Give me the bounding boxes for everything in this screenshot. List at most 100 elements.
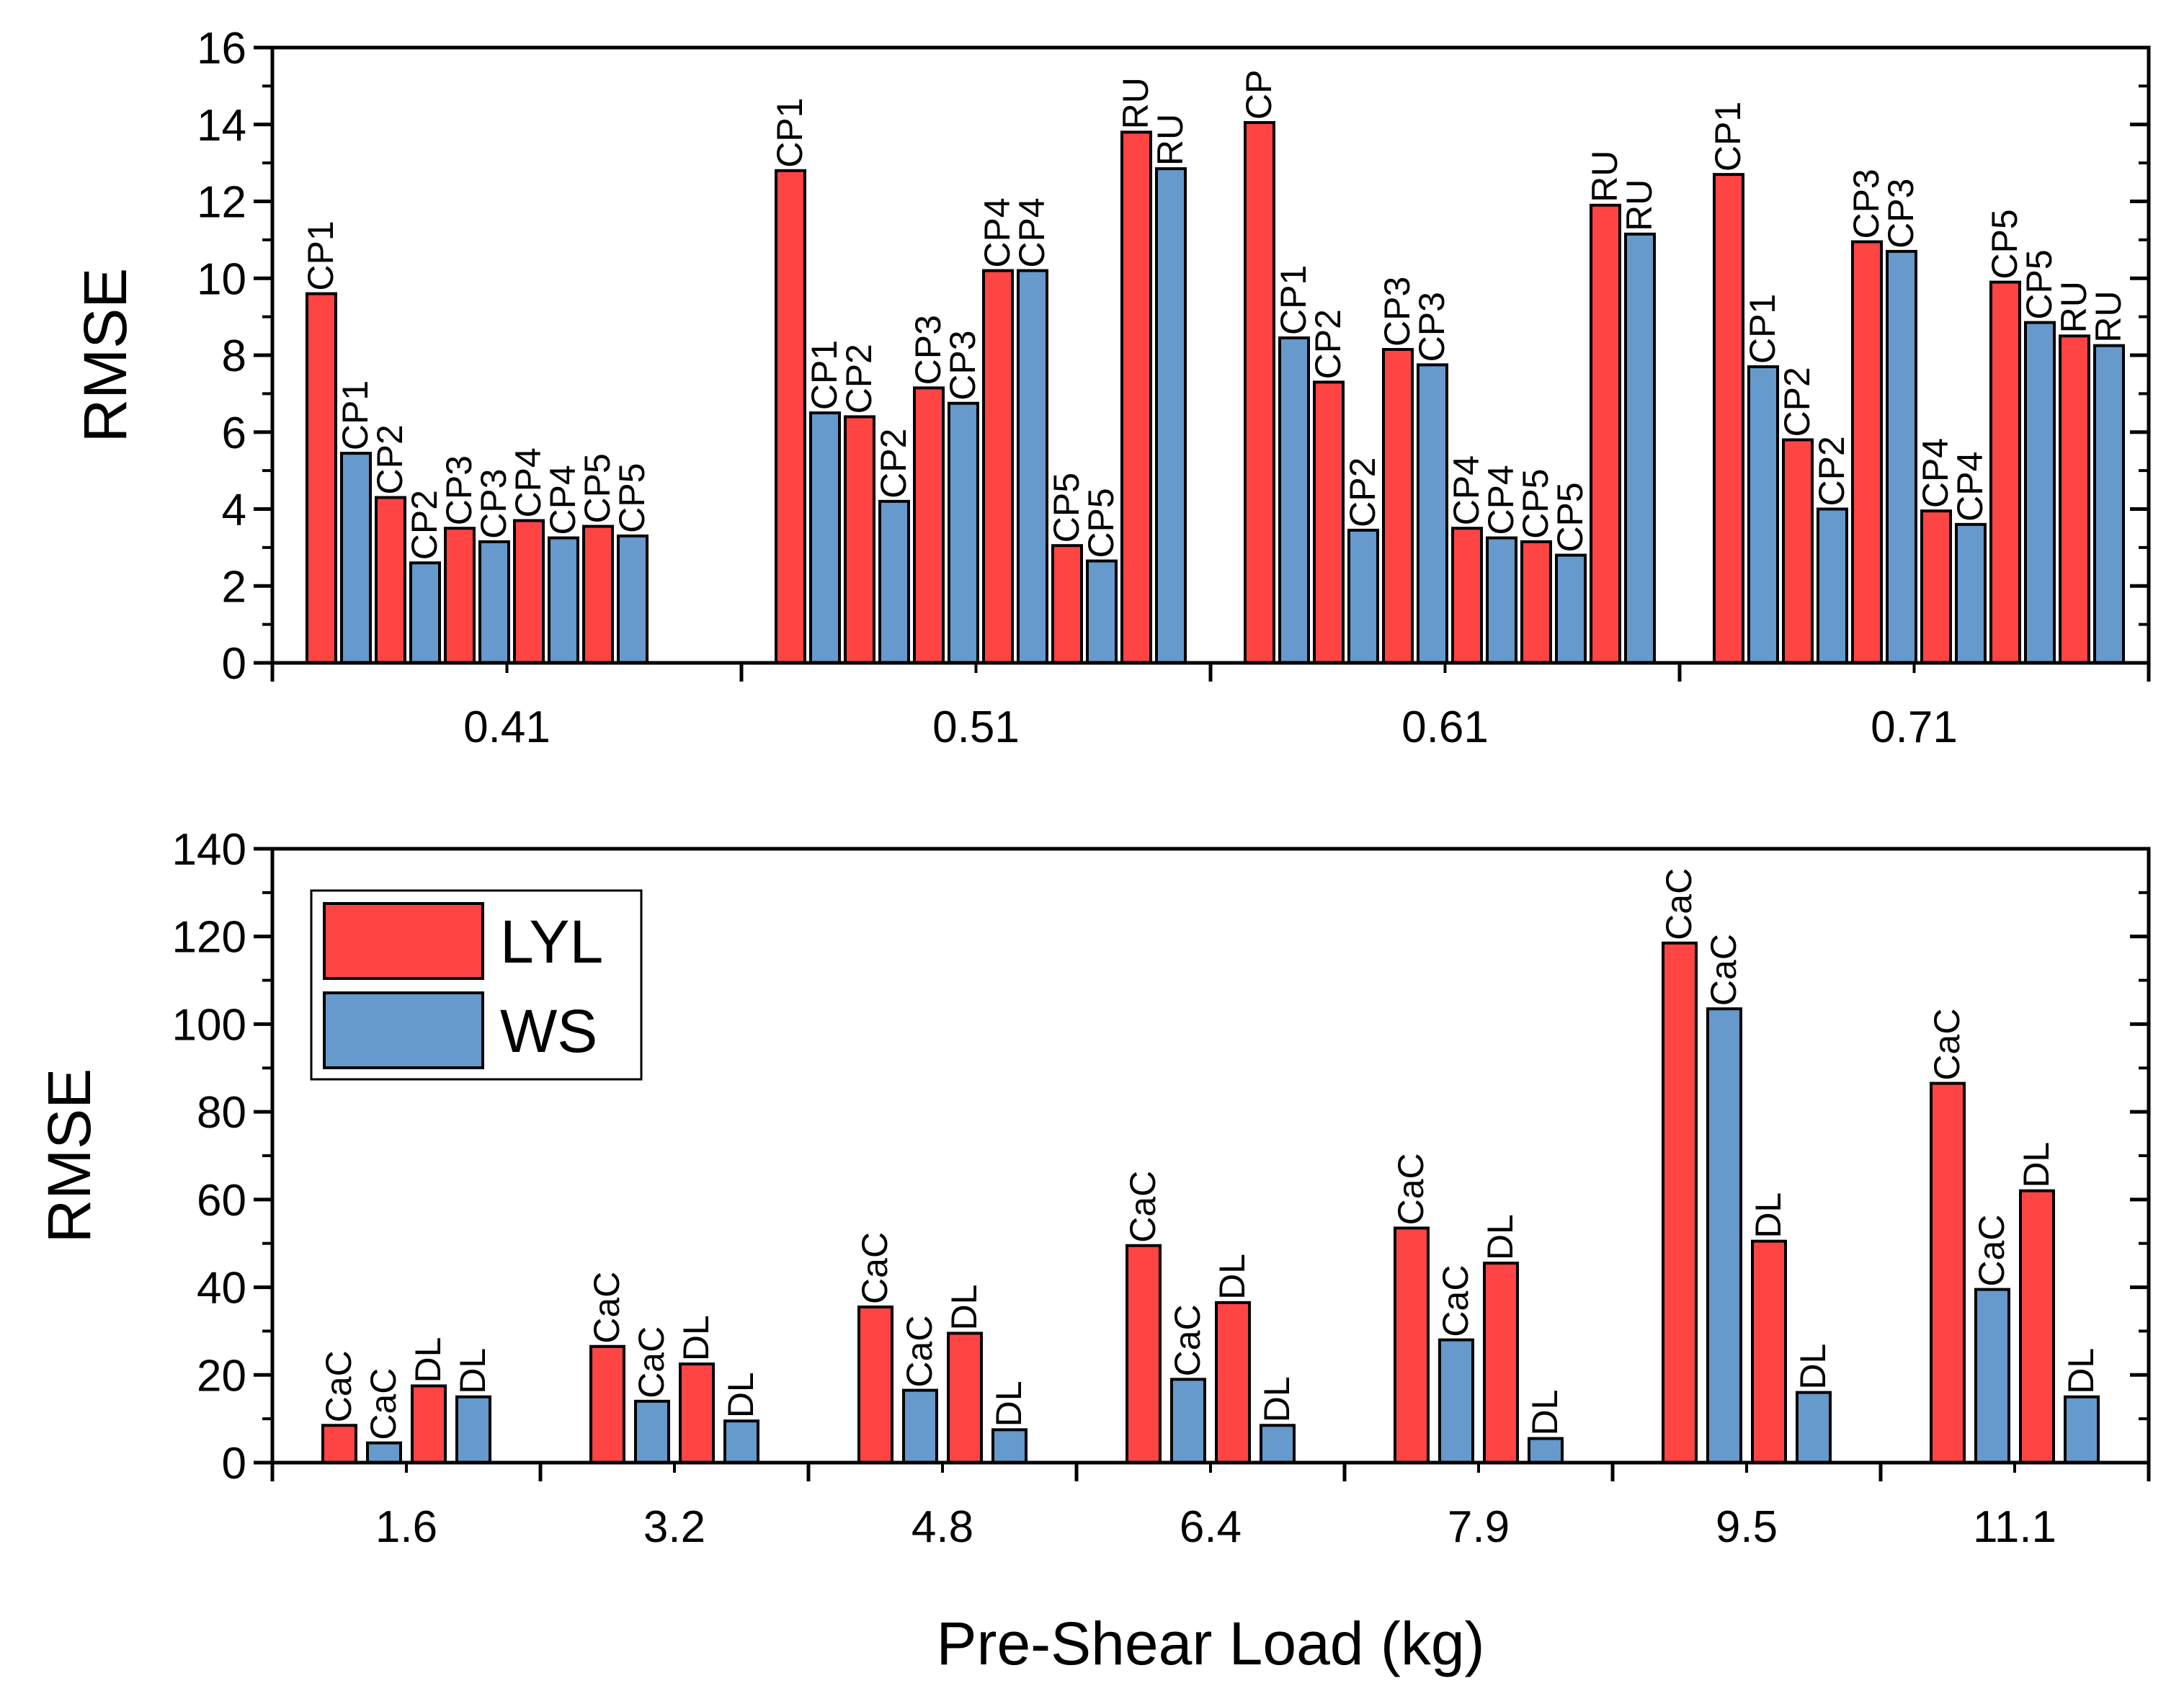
bar-lyl	[2059, 334, 2090, 664]
bar-data-label: CP	[1239, 70, 1279, 120]
bar-lyl	[1989, 280, 2021, 664]
bar-data-label: CP3	[1846, 169, 1886, 238]
bar-ws	[617, 534, 648, 664]
bar-lyl	[1590, 203, 1621, 664]
bar-lyl	[947, 1331, 983, 1464]
bar-lyl	[1051, 544, 1083, 664]
bar-ws	[1278, 336, 1310, 664]
bottom-x-axis-ticks: 1.6 3.2 4.8 6.4 7.9 9.5 11.1	[270, 1463, 2151, 1552]
bar-data-label: CP3	[1881, 179, 1921, 249]
y-tick-label: 100	[172, 1000, 246, 1050]
bar-data-label: RU	[1115, 77, 1156, 129]
y-tick-label: 14	[197, 101, 246, 151]
bar-lyl	[375, 496, 406, 664]
bar-ws	[2064, 1395, 2100, 1464]
bar-lyl	[913, 386, 945, 665]
bar-data-label: CaC	[1391, 1153, 1431, 1225]
bar-lyl	[513, 519, 545, 665]
bar-lyl	[321, 1424, 357, 1465]
bar-data-label: CP1	[1273, 265, 1314, 335]
bar-ws	[1886, 249, 1917, 664]
bar-ws	[340, 452, 372, 664]
bar-lyl	[982, 269, 1014, 664]
bar-data-label: CP4	[1012, 197, 1052, 267]
bar-data-label: CaC	[631, 1326, 672, 1399]
y-tick-label: 0	[222, 639, 246, 689]
bar-data-label: CP3	[439, 455, 479, 525]
bar-data-label: CP2	[1811, 436, 1852, 506]
bar-data-label: CP2	[839, 344, 879, 414]
bar-lyl	[1244, 121, 1275, 665]
x-tick-label: 11.1	[1973, 1502, 2056, 1552]
bar-data-label: CP1	[804, 340, 844, 410]
bar-ws	[2093, 344, 2125, 664]
top-y-axis-ticks: 0 2 4 6 8 10 12 14 16	[197, 24, 2149, 689]
bar-lyl	[1394, 1226, 1430, 1465]
bar-data-label: CaC	[363, 1368, 404, 1440]
bar-data-label: CP4	[1915, 438, 1956, 508]
y-tick-label: 80	[197, 1088, 246, 1138]
x-tick-label: 0.51	[932, 702, 1020, 752]
bar-data-label: CP5	[612, 463, 652, 533]
y-tick-label: 40	[197, 1264, 246, 1313]
x-tick-label: 0.41	[463, 702, 551, 752]
bar-ws	[878, 499, 910, 665]
bar-ws	[1747, 365, 1779, 664]
bar-lyl	[306, 292, 337, 665]
bar-lyl	[1451, 527, 1483, 664]
bar-ws	[1486, 536, 1517, 664]
bar-lyl	[857, 1305, 893, 1465]
bar-data-label: CP3	[908, 315, 948, 385]
bar-lyl	[589, 1344, 625, 1464]
bar-data-label: CaC	[899, 1316, 940, 1388]
bar-lyl	[1313, 380, 1345, 664]
bar-data-label: CP4	[508, 447, 548, 517]
bar-lyl	[1851, 240, 1883, 664]
y-tick-label: 6	[222, 409, 246, 458]
y-tick-label: 16	[197, 24, 246, 73]
bar-data-label: DL	[408, 1337, 448, 1383]
x-tick-label: 9.5	[1716, 1502, 1778, 1552]
bar-ws	[1706, 1007, 1742, 1464]
bar-lyl	[1713, 173, 1744, 664]
bar-data-label: CaC	[855, 1232, 895, 1304]
bar-lyl	[1930, 1081, 1966, 1464]
x-tick-label: 0.71	[1871, 702, 1958, 752]
bar-data-label: CaC	[1971, 1215, 2012, 1287]
bar-lyl	[1483, 1262, 1519, 1464]
bar-data-label: DL	[721, 1372, 761, 1418]
bar-data-label: CP2	[370, 424, 410, 494]
bar-data-label: CP2	[1342, 458, 1383, 527]
bar-ws	[1817, 507, 1848, 664]
bar-data-label: DL	[453, 1348, 493, 1394]
chart-top-rmse-by-category: CP1CP1CP2CP2CP3CP3CP4CP4CP5CP5CP1CP1CP2C…	[71, 24, 2151, 752]
bar-ws	[1417, 363, 1448, 664]
bar-data-label: DL	[989, 1380, 1029, 1427]
bar-data-label: CaC	[1927, 1009, 1967, 1081]
bar-data-label: CP2	[404, 490, 445, 560]
bar-data-label: CP1	[770, 98, 810, 168]
y-tick-label: 12	[197, 178, 246, 228]
bar-data-label: CP5	[2019, 249, 2059, 319]
bar-data-label: CP1	[1742, 294, 1783, 364]
bar-ws	[723, 1419, 759, 1464]
bar-data-label: CaC	[1703, 934, 1744, 1006]
x-tick-label: 1.6	[375, 1502, 437, 1552]
bar-lyl	[582, 525, 614, 664]
bar-data-label: RU	[2088, 290, 2129, 342]
bar-lyl	[1215, 1301, 1251, 1465]
bar-data-label: RU	[1150, 114, 1190, 166]
bottom-y-axis-ticks: 0 20 40 60 80 100 120 140	[172, 825, 2149, 1489]
bar-ws	[1155, 167, 1187, 665]
bar-ws	[1260, 1424, 1296, 1465]
bar-lyl	[1382, 347, 1414, 664]
x-tick-label: 0.61	[1401, 702, 1489, 752]
bar-data-label: CP3	[1377, 277, 1417, 347]
bar-ws	[1555, 553, 1587, 664]
bar-lyl	[1120, 130, 1152, 665]
bar-ws	[1796, 1391, 1832, 1464]
bar-ws	[1086, 559, 1118, 665]
bar-data-label: CP5	[577, 453, 618, 523]
legend: LYL WS	[310, 889, 643, 1081]
